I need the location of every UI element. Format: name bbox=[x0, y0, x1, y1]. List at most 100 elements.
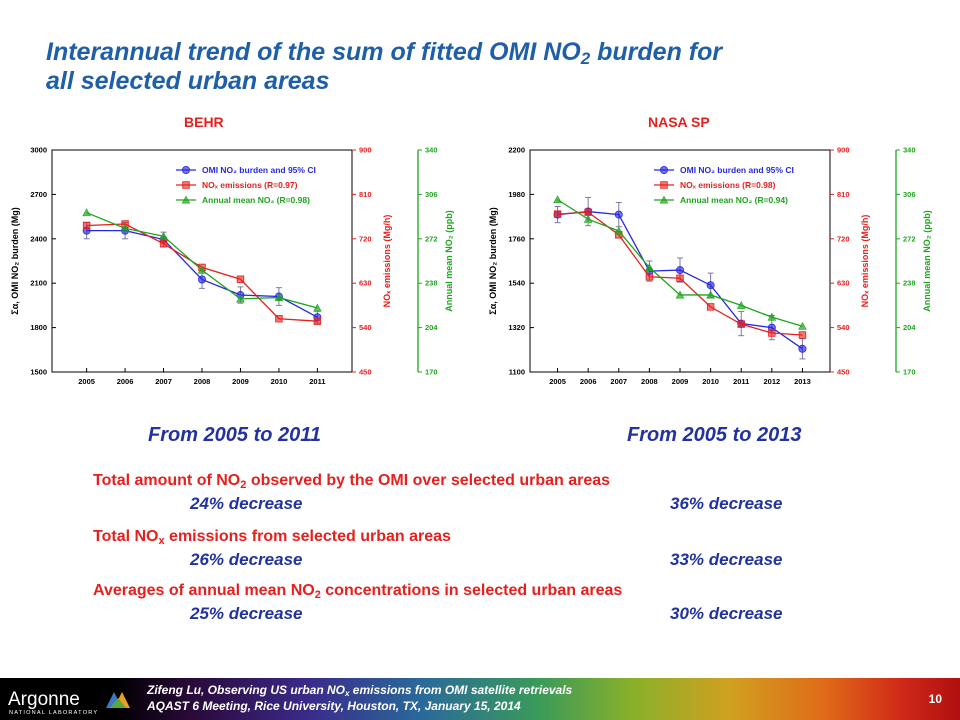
chart-behr: 1500 1800 2100 2400 2700 3000 450 540 630 720 810 9… bbox=[10, 146, 454, 385]
y3-tick-label: 340 bbox=[903, 146, 916, 155]
data-point bbox=[675, 290, 685, 299]
y2-tick-label: 900 bbox=[359, 146, 372, 155]
y-axis-label: Σα, OMI NO₂ burden (Mg) bbox=[488, 207, 498, 314]
stat-subscript: 2 bbox=[314, 589, 321, 601]
title-line1-end: burden for bbox=[590, 38, 723, 66]
y2-tick-label: 540 bbox=[359, 323, 372, 332]
footer-line1-end: emissions from OMI satellite retrievals bbox=[349, 683, 573, 697]
range-left: From 2005 to 2011 bbox=[148, 424, 322, 446]
data-point bbox=[660, 181, 668, 189]
y2-tick-label: 900 bbox=[837, 146, 850, 155]
page-number: 10 bbox=[928, 692, 942, 706]
series bbox=[553, 208, 807, 339]
data-point bbox=[159, 240, 168, 248]
slide-title: Interannual trend of the sum of fitted O… bbox=[46, 38, 926, 96]
data-point bbox=[584, 208, 592, 216]
y2-tick-label: 630 bbox=[359, 279, 372, 288]
y2-tick-label: 720 bbox=[359, 234, 372, 243]
data-point bbox=[659, 195, 669, 204]
svg-text:Argonne: Argonne bbox=[8, 689, 80, 710]
legend-label: Annual mean NO₂ (R=0.98) bbox=[202, 195, 310, 205]
decrease-left-annual: 25% decrease bbox=[190, 604, 303, 623]
x-tick-label: 2011 bbox=[309, 377, 325, 384]
data-point bbox=[553, 210, 562, 218]
data-point bbox=[706, 303, 715, 311]
stat-text: Total NO bbox=[93, 528, 159, 545]
y-axis-label: Σα, OMI NO₂ burden (Mg) bbox=[10, 207, 20, 314]
data-point bbox=[313, 317, 322, 325]
y2-tick-label: 450 bbox=[359, 368, 372, 377]
data-point bbox=[645, 263, 654, 272]
decrease-right-omi: 36% decrease bbox=[670, 494, 783, 513]
y-tick-label: 1980 bbox=[508, 190, 525, 199]
x-tick-label: 2009 bbox=[672, 377, 689, 384]
data-point bbox=[583, 214, 593, 223]
y3-tick-label: 204 bbox=[903, 323, 916, 332]
data-point bbox=[798, 344, 807, 353]
series bbox=[553, 195, 807, 330]
x-tick-label: 2007 bbox=[155, 377, 172, 384]
title-line1: Interannual trend of the sum of fitted O… bbox=[46, 38, 581, 66]
y2-tick-label: 810 bbox=[359, 190, 372, 199]
chart-nasa-sp: 1100 1320 1540 1760 1980 2200 450 540 630 720 810 9… bbox=[488, 146, 932, 385]
y-tick-label: 2100 bbox=[30, 279, 47, 288]
y3-tick-label: 306 bbox=[903, 190, 916, 199]
y-tick-label: 2200 bbox=[508, 146, 525, 155]
y2-tick-label: 810 bbox=[837, 190, 850, 199]
y3-tick-label: 238 bbox=[903, 279, 916, 288]
stat-title-omi-no2: Total amount of NO2 observed by the OMI … bbox=[93, 472, 610, 491]
x-tick-label: 2010 bbox=[702, 377, 719, 384]
y-tick-label: 1540 bbox=[508, 279, 525, 288]
data-point bbox=[798, 321, 807, 330]
data-point bbox=[275, 315, 283, 323]
y2-tick-label: 720 bbox=[837, 234, 850, 243]
series-line bbox=[86, 212, 318, 309]
data-point bbox=[159, 231, 168, 240]
y-tick-label: 1800 bbox=[30, 323, 47, 332]
data-point bbox=[675, 266, 684, 275]
footer-bar: Argonne NATIONAL LABORATORY Zifeng Lu, O… bbox=[0, 678, 960, 720]
stat-text: Total amount of NO bbox=[93, 472, 241, 489]
y3-tick-label: 170 bbox=[425, 368, 438, 377]
decrease-left-omi: 24% decrease bbox=[190, 494, 303, 513]
y3-tick-label: 272 bbox=[425, 234, 438, 243]
x-tick-label: 2013 bbox=[794, 377, 811, 384]
stat-title-annual-no2: Averages of annual mean NO2 concentratio… bbox=[93, 582, 622, 601]
x-tick-label: 2006 bbox=[580, 377, 597, 384]
y-tick-label: 2400 bbox=[30, 234, 47, 243]
data-point bbox=[798, 331, 807, 339]
x-tick-label: 2007 bbox=[610, 377, 627, 384]
stat-subscript: x bbox=[158, 535, 165, 547]
y3-tick-label: 340 bbox=[425, 146, 438, 155]
footer-line2: AQAST 6 Meeting, Rice University, Housto… bbox=[147, 699, 521, 713]
y3-tick-label: 306 bbox=[425, 190, 438, 199]
x-tick-label: 2008 bbox=[194, 377, 211, 384]
data-point bbox=[706, 290, 715, 299]
y3-tick-label: 238 bbox=[425, 279, 438, 288]
title-subscript: 2 bbox=[580, 49, 591, 68]
decrease-right-annual: 30% decrease bbox=[670, 604, 783, 623]
data-point bbox=[120, 223, 130, 232]
data-point bbox=[614, 210, 623, 219]
y2-tick-label: 540 bbox=[837, 323, 850, 332]
y2-tick-label: 450 bbox=[837, 368, 850, 377]
y-tick-label: 3000 bbox=[30, 146, 47, 155]
data-point bbox=[706, 281, 715, 290]
footer-subscript: x bbox=[345, 689, 350, 698]
legend-label: NOₓ emissions (R=0.98) bbox=[680, 180, 776, 190]
stat-text: Averages of annual mean NO bbox=[93, 582, 315, 599]
y3-axis-label: Annual mean NO₂ (ppb) bbox=[444, 210, 454, 312]
data-point bbox=[737, 320, 745, 328]
y-tick-label: 1320 bbox=[508, 323, 525, 332]
range-right: From 2005 to 2013 bbox=[627, 424, 802, 446]
title-line2: all selected urban areas bbox=[46, 67, 330, 95]
data-point bbox=[197, 275, 206, 284]
data-point bbox=[768, 329, 776, 337]
y2-axis-label: NOₓ emissions (Mg/h) bbox=[860, 215, 870, 308]
data-point bbox=[553, 195, 562, 204]
data-point bbox=[313, 303, 322, 312]
data-point bbox=[274, 293, 284, 302]
data-point bbox=[736, 300, 746, 309]
footer-text: Zifeng Lu, Observing US urban NOx emissi… bbox=[147, 682, 572, 714]
svg-text:NATIONAL LABORATORY: NATIONAL LABORATORY bbox=[9, 710, 98, 716]
